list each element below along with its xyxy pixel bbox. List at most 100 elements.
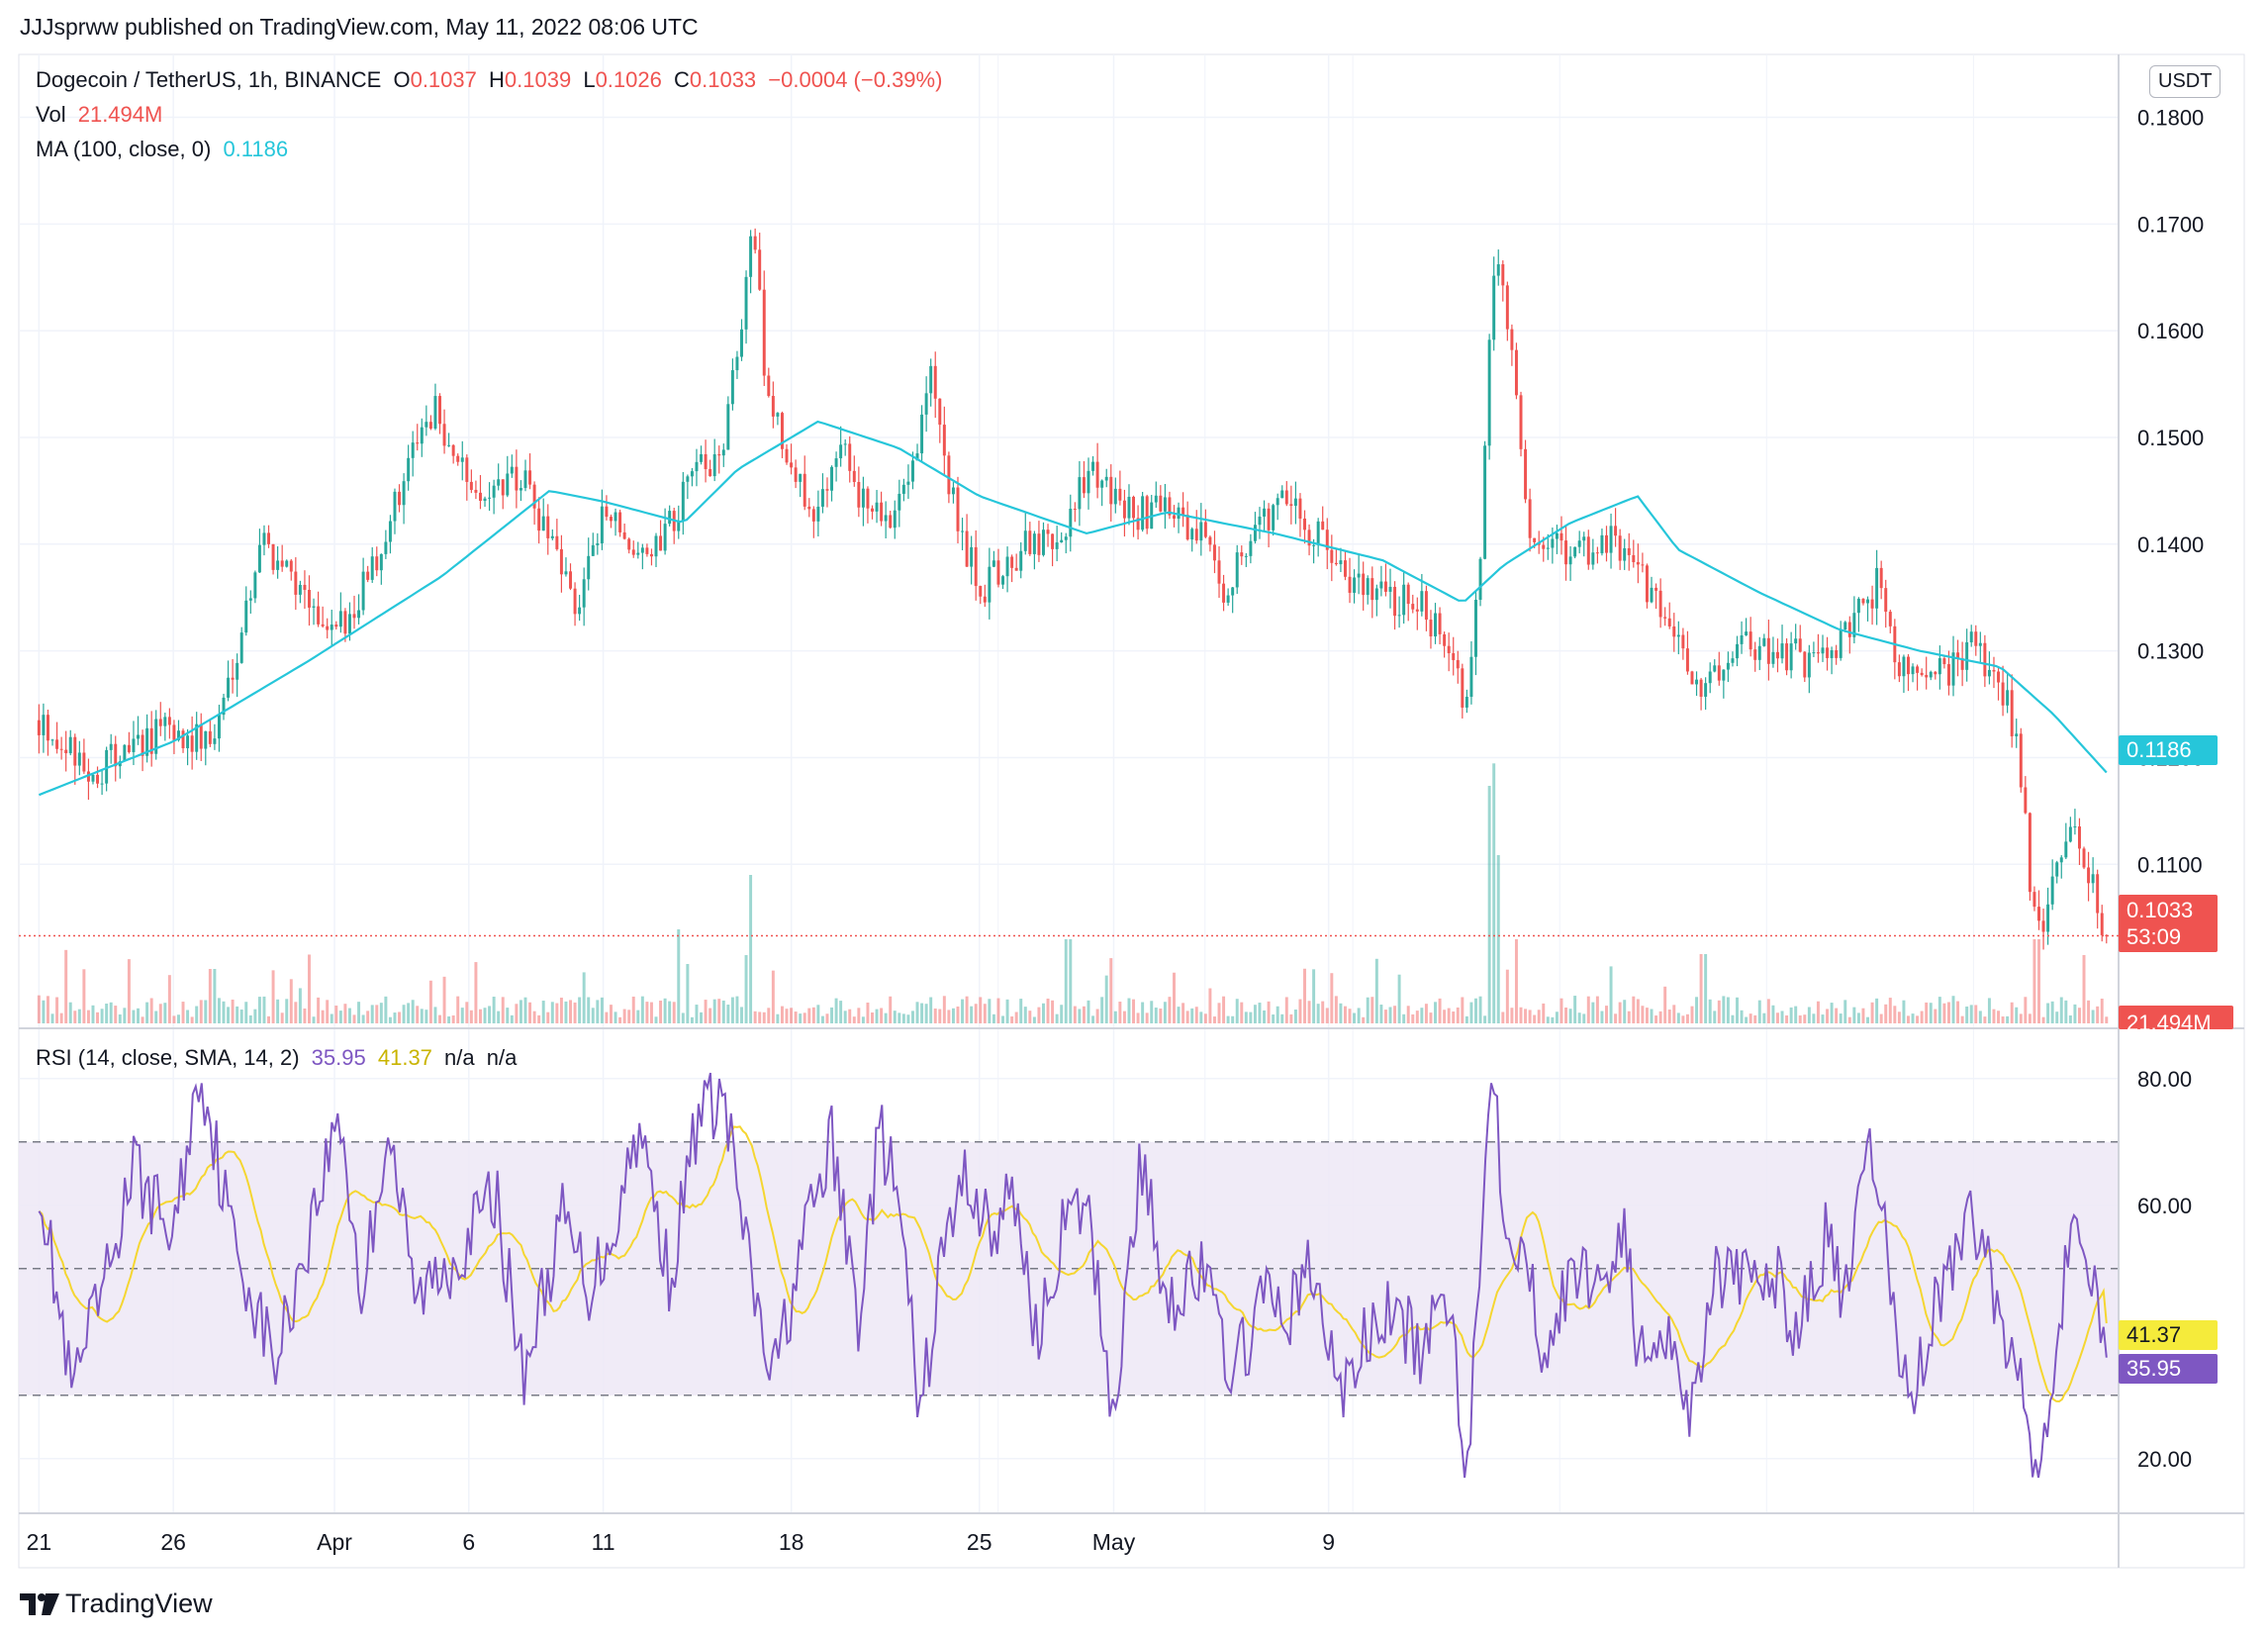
candle-body bbox=[871, 508, 874, 512]
candle-body bbox=[1469, 656, 1473, 698]
volume-bar bbox=[1203, 1013, 1207, 1023]
candle-body bbox=[1127, 496, 1131, 519]
volume-bar bbox=[1069, 939, 1073, 1023]
volume-bar bbox=[1821, 1014, 1825, 1023]
volume-bar bbox=[1736, 997, 1739, 1023]
candle-body bbox=[149, 727, 153, 754]
volume-bar bbox=[758, 1011, 762, 1023]
candle-body bbox=[839, 444, 843, 459]
volume-bar bbox=[100, 1009, 104, 1023]
candle-body bbox=[1559, 532, 1563, 541]
candle-body bbox=[1461, 668, 1465, 708]
volume-bar bbox=[794, 1011, 798, 1023]
candle-body bbox=[308, 589, 311, 608]
candle-body bbox=[73, 736, 77, 766]
candle-body bbox=[64, 749, 68, 754]
rsi-band bbox=[19, 1141, 2119, 1396]
volume-label[interactable]: Vol bbox=[36, 102, 66, 127]
rsi-label[interactable]: RSI (14, close, SMA, 14, 2) bbox=[36, 1045, 300, 1070]
candle-body bbox=[1997, 671, 2001, 683]
candle-body bbox=[618, 512, 622, 532]
candle-body bbox=[213, 738, 217, 744]
volume-bar bbox=[1775, 1012, 1779, 1023]
volume-bar bbox=[776, 1013, 780, 1023]
candle-body bbox=[393, 491, 397, 522]
candle-body bbox=[217, 715, 221, 739]
volume-bar bbox=[1888, 998, 1892, 1023]
volume-bar bbox=[2082, 954, 2086, 1023]
volume-bar bbox=[114, 1006, 118, 1023]
candle-body bbox=[1609, 526, 1613, 553]
volume-bar bbox=[659, 1001, 663, 1023]
candle-body bbox=[1051, 533, 1055, 549]
volume-bar bbox=[555, 1003, 559, 1023]
candle-body bbox=[478, 492, 482, 502]
candle-body bbox=[91, 774, 95, 782]
volume-bar bbox=[1907, 1015, 1910, 1023]
currency-button[interactable]: USDT bbox=[2149, 65, 2221, 98]
candle-body bbox=[1321, 521, 1325, 530]
candle-body bbox=[492, 485, 496, 498]
candle-body bbox=[1303, 518, 1306, 530]
volume-bar bbox=[605, 1011, 609, 1023]
volume-bar bbox=[1542, 1003, 1546, 1023]
volume-bar bbox=[735, 996, 739, 1023]
time-tick-label: 9 bbox=[1322, 1529, 1335, 1555]
volume-bar bbox=[1983, 1016, 1987, 1023]
candle-body bbox=[1203, 522, 1207, 537]
volume-bar bbox=[1600, 1011, 1604, 1023]
candle-body bbox=[1974, 631, 1978, 646]
candle-body bbox=[681, 481, 685, 522]
volume-bar bbox=[1109, 958, 1113, 1023]
volume-bar bbox=[857, 1008, 861, 1023]
tradingview-logo[interactable]: TradingView bbox=[20, 1589, 213, 1619]
volume-bar bbox=[86, 1010, 90, 1023]
candle-body bbox=[1623, 547, 1627, 561]
candle-body bbox=[1951, 652, 1955, 686]
volume-bar bbox=[2087, 1000, 2091, 1023]
volume-bar bbox=[1478, 996, 1482, 1023]
rsi-na-2: n/a bbox=[486, 1045, 518, 1070]
volume-bar bbox=[1240, 1002, 1244, 1023]
time-tick-label: 18 bbox=[779, 1529, 804, 1555]
candle-body bbox=[239, 632, 243, 663]
volume-bar bbox=[1861, 1008, 1865, 1023]
volume-bar bbox=[2105, 1016, 2109, 1023]
volume-bar bbox=[1632, 996, 1636, 1023]
volume-bar bbox=[1447, 1008, 1451, 1023]
candle-body bbox=[236, 662, 239, 680]
candle-body bbox=[1546, 547, 1550, 549]
candle-body bbox=[1641, 564, 1645, 566]
volume-bar bbox=[1568, 1009, 1572, 1023]
candle-body bbox=[1847, 622, 1851, 637]
candle-body bbox=[712, 453, 716, 477]
candle-body bbox=[2068, 826, 2072, 842]
volume-bar bbox=[811, 1007, 815, 1023]
volume-bar bbox=[1641, 1006, 1645, 1023]
candle-body bbox=[636, 552, 640, 555]
candle-body bbox=[541, 516, 545, 531]
volume-bar bbox=[636, 1010, 640, 1023]
volume-bar bbox=[1258, 1003, 1262, 1023]
ma-label[interactable]: MA (100, close, 0) bbox=[36, 137, 212, 161]
candle-body bbox=[2024, 787, 2028, 814]
candle-body bbox=[1736, 643, 1739, 659]
candle-body bbox=[1663, 617, 1667, 619]
candle-body bbox=[1929, 671, 1933, 678]
candle-body bbox=[370, 556, 374, 580]
candle-body bbox=[506, 473, 510, 496]
candle-body bbox=[163, 717, 167, 726]
candle-body bbox=[2064, 841, 2068, 858]
volume-bar bbox=[158, 1004, 162, 1023]
volume-bar bbox=[2037, 939, 2040, 1023]
symbol-label[interactable]: Dogecoin / TetherUS, 1h, BINANCE bbox=[36, 67, 382, 92]
volume-bar bbox=[1253, 1005, 1257, 1023]
volume-bar bbox=[1235, 999, 1239, 1023]
low-label: L bbox=[583, 67, 596, 92]
volume-bar bbox=[726, 1005, 730, 1023]
candle-body bbox=[1231, 587, 1235, 596]
candle-body bbox=[709, 468, 712, 477]
volume-bar bbox=[73, 1011, 77, 1023]
candle-body bbox=[700, 453, 704, 462]
